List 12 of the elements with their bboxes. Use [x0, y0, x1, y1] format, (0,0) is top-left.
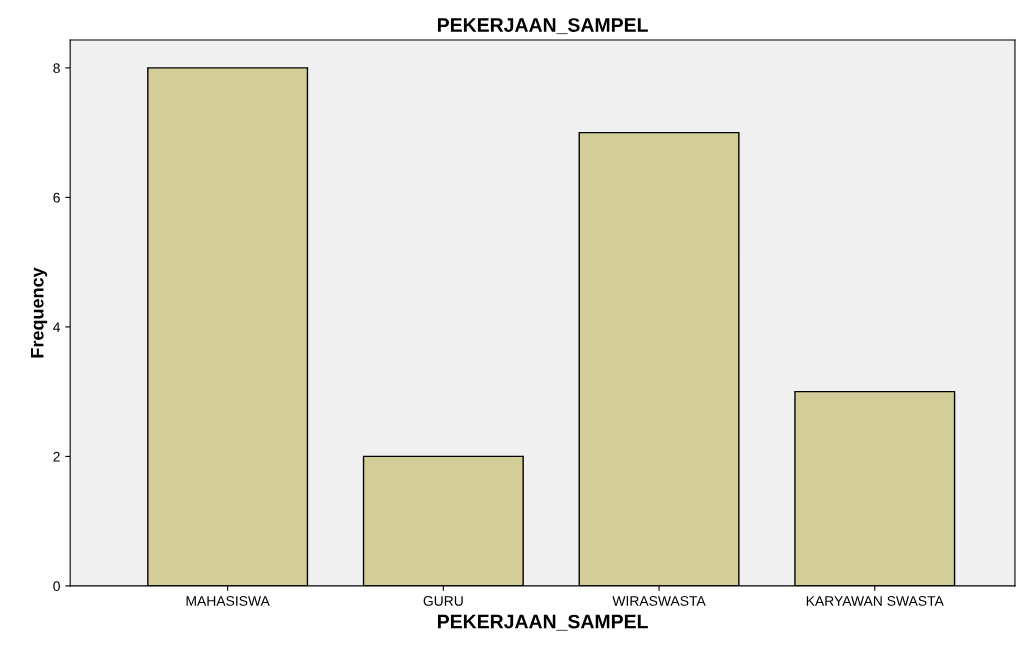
- y-tick-label: 6: [53, 192, 60, 203]
- x-axis-title: PEKERJAAN_SAMPEL: [437, 614, 648, 631]
- y-axis-title: Frequency: [31, 267, 48, 358]
- x-tick-label: MAHASISWA: [186, 596, 270, 606]
- x-tick-label: WIRASWASTA: [612, 596, 706, 606]
- y-tick-label: 8: [53, 63, 60, 74]
- y-tick-label: 0: [53, 581, 60, 592]
- chart-title: PEKERJAAN_SAMPEL: [437, 18, 648, 35]
- x-tick-label: GURU: [423, 596, 463, 606]
- y-tick-label: 4: [53, 322, 61, 332]
- x-tick-label: KARYAWAN SWASTA: [806, 596, 944, 606]
- y-tick-label: 2: [53, 451, 60, 462]
